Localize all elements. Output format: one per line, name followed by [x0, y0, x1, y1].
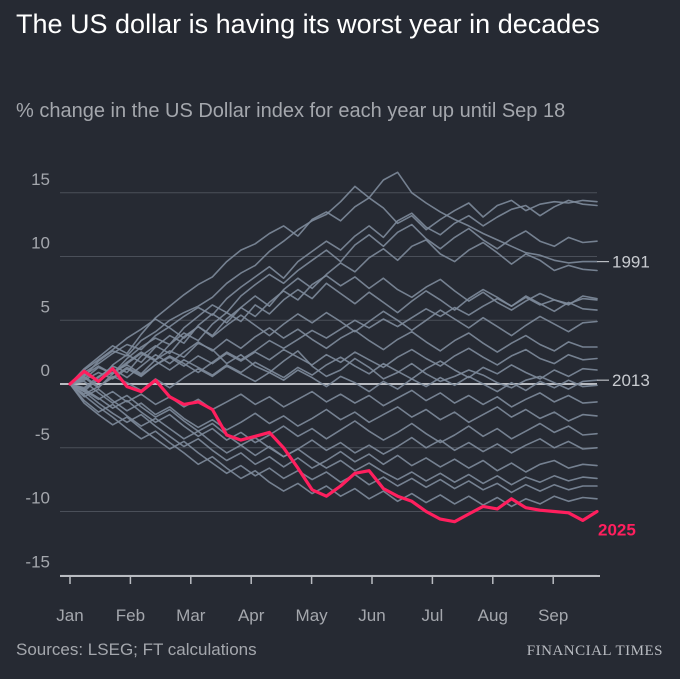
y-tick-label: -5	[35, 425, 50, 444]
y-tick-label: 15	[31, 170, 50, 189]
series-line-2025	[68, 367, 599, 524]
x-tick-label: Sep	[538, 606, 568, 625]
series-line-year	[69, 383, 598, 458]
x-tick-label: May	[296, 606, 329, 625]
x-tick-label: Feb	[116, 606, 145, 625]
chart-subtitle: % change in the US Dollar index for each…	[16, 100, 566, 122]
series-line-year	[69, 223, 598, 385]
series-line-year	[69, 274, 598, 393]
x-tick-label: Apr	[238, 606, 265, 625]
x-axis: Jan Feb Mar Apr May Jun Jul Aug Sep	[56, 575, 600, 625]
series-lines	[68, 171, 599, 524]
chart-title: The US dollar is having its worst year i…	[16, 9, 600, 39]
series-label-1991: 1991	[612, 253, 650, 272]
series-label-2013: 2013	[612, 371, 650, 390]
series-line-1991	[69, 171, 598, 385]
x-tick-label: Jan	[56, 606, 83, 625]
y-tick-label: -15	[25, 552, 50, 571]
series-line-year	[69, 383, 598, 411]
series-line-year	[69, 383, 598, 494]
source-note: Sources: LSEG; FT calculations	[16, 640, 257, 659]
y-tick-label: 0	[41, 361, 50, 380]
series-line-year	[69, 309, 598, 385]
y-axis-tick-labels: 15 10 5 0 -5 -10 -15	[25, 170, 50, 572]
series-line-year	[69, 327, 598, 389]
x-tick-label: Mar	[176, 606, 206, 625]
series-label-2025: 2025	[598, 521, 636, 540]
series-line-year	[69, 296, 598, 388]
gridlines	[60, 192, 597, 576]
series-line-year	[69, 239, 598, 385]
series-line-year	[69, 365, 598, 396]
x-tick-label: Jun	[358, 606, 385, 625]
series-end-labels: 1991 2013 2025	[597, 253, 650, 540]
series-line-year	[69, 383, 598, 431]
series-line-year	[69, 199, 598, 385]
y-tick-label: -10	[25, 489, 50, 508]
x-tick-label: Jul	[422, 606, 444, 625]
x-tick-label: Aug	[478, 606, 508, 625]
publisher-logo: FINANCIAL TIMES	[526, 643, 663, 659]
series-line-year	[69, 383, 598, 473]
series-line-year	[69, 380, 598, 486]
series-line-year	[69, 197, 598, 385]
y-tick-label: 5	[41, 297, 50, 316]
y-tick-label: 10	[31, 234, 50, 253]
